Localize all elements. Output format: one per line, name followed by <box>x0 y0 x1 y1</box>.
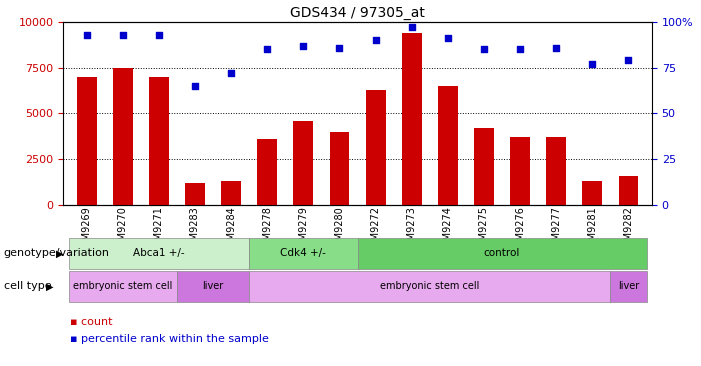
Text: ▶: ▶ <box>56 249 63 258</box>
Text: embryonic stem cell: embryonic stem cell <box>380 281 479 291</box>
Bar <box>546 137 566 205</box>
Bar <box>402 33 421 205</box>
Point <box>406 25 417 30</box>
Bar <box>221 181 241 205</box>
Text: cell type: cell type <box>4 281 51 291</box>
Bar <box>113 68 132 205</box>
Text: ▶: ▶ <box>46 281 53 291</box>
Point <box>515 46 526 52</box>
Point <box>478 46 489 52</box>
Point <box>587 61 598 67</box>
Text: ▪ count: ▪ count <box>70 317 113 327</box>
Point <box>550 45 562 51</box>
Text: liver: liver <box>618 281 639 291</box>
Bar <box>185 183 205 205</box>
Bar <box>366 90 386 205</box>
Text: Cdk4 +/-: Cdk4 +/- <box>280 249 326 258</box>
Point <box>261 46 273 52</box>
Point <box>442 36 454 41</box>
Bar <box>257 139 277 205</box>
Bar <box>474 128 494 205</box>
Point <box>81 32 92 38</box>
Bar <box>618 176 639 205</box>
Bar <box>438 86 458 205</box>
Bar <box>583 181 602 205</box>
Point <box>298 43 309 49</box>
Point <box>226 70 237 76</box>
Text: liver: liver <box>203 281 224 291</box>
Point <box>334 45 345 51</box>
Bar <box>510 137 530 205</box>
Point <box>189 83 200 89</box>
Text: embryonic stem cell: embryonic stem cell <box>73 281 172 291</box>
Bar <box>329 132 349 205</box>
Point <box>154 32 165 38</box>
Bar <box>294 121 313 205</box>
Text: Abca1 +/-: Abca1 +/- <box>133 249 184 258</box>
Title: GDS434 / 97305_at: GDS434 / 97305_at <box>290 5 425 19</box>
Text: ▪ percentile rank within the sample: ▪ percentile rank within the sample <box>70 333 269 344</box>
Point <box>370 37 381 43</box>
Text: control: control <box>484 249 520 258</box>
Bar <box>76 77 97 205</box>
Text: genotype/variation: genotype/variation <box>4 249 109 258</box>
Bar <box>149 77 169 205</box>
Point <box>117 32 128 38</box>
Point <box>623 57 634 63</box>
